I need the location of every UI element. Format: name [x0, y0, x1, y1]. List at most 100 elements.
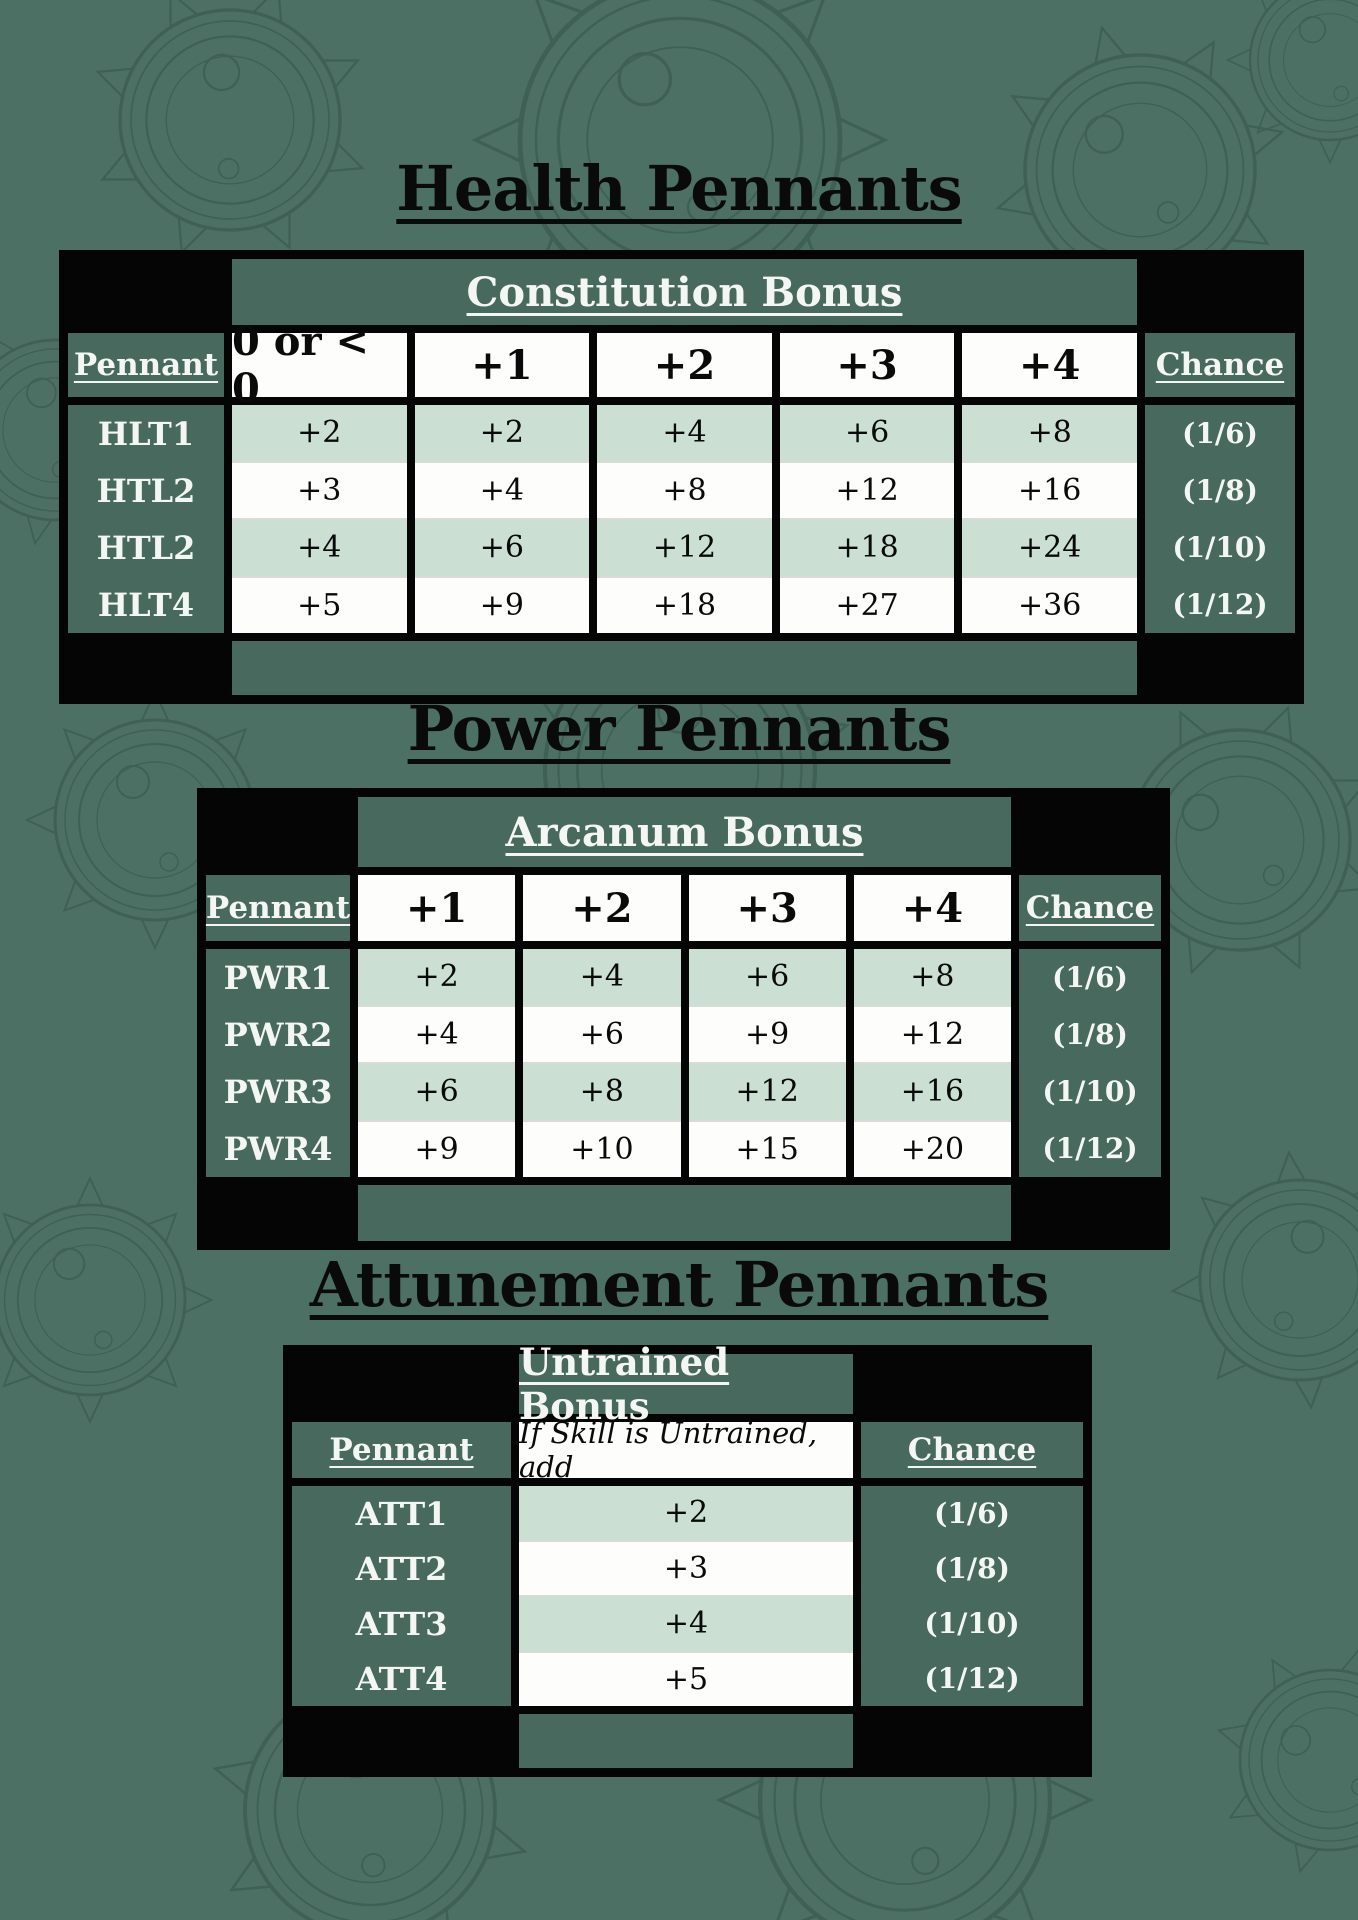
bonus-cell: +8: [962, 405, 1137, 461]
attunement-banner-row: Untrained Bonus: [292, 1340, 1083, 1428]
chance-column-header: Chance: [861, 1422, 1083, 1478]
health-banner-label: Constitution Bonus: [466, 268, 903, 316]
chance-value: (1/10): [1042, 1075, 1138, 1108]
footer-band: [232, 641, 1137, 695]
bonus-cell: +6: [358, 1062, 516, 1120]
power-banner-row: Arcanum Bonus: [206, 797, 1161, 867]
bonus-cell: +4: [519, 1595, 853, 1651]
attunement-banner-label: Untrained Bonus: [519, 1340, 730, 1428]
bonus-cell: +18: [779, 518, 955, 576]
chance-value: (1/8): [1182, 474, 1258, 507]
attunement-section-title: Attunement Pennants: [309, 1248, 1050, 1321]
chance-value: (1/12): [1172, 588, 1268, 621]
bonus-cell: +2: [414, 405, 590, 461]
power-header-row: Pennant +1 +2 +3 +4 Chance: [206, 875, 1161, 941]
bonus-cell: +5: [519, 1650, 853, 1706]
bonus-cell: +8: [523, 1062, 681, 1120]
health-banner-row: Constitution Bonus: [68, 259, 1295, 325]
bonus-cell: +12: [853, 1004, 1011, 1062]
attunement-pennants-table: Untrained Bonus Pennant If Skill is Untr…: [283, 1340, 1092, 1777]
health-header-row: Pennant 0 or < 0 +1 +2 +3 +4 Chance: [68, 318, 1295, 412]
bonus-cell: +12: [688, 1062, 846, 1120]
attunement-banner-cell: Untrained Bonus: [519, 1340, 853, 1428]
corner-cell: [861, 1714, 1083, 1768]
bonus-cell: +6: [688, 949, 846, 1005]
pennant-label-column: ATT1 ATT2 ATT3 ATT4: [292, 1486, 511, 1706]
bonus-column-header: +4: [853, 875, 1011, 941]
bonus-column-header: +4: [962, 333, 1137, 397]
bonus-cell: +6: [414, 518, 590, 576]
pennant-header-label: Pennant: [205, 890, 351, 926]
bonus-cell: +27: [779, 575, 955, 633]
bonus-cell: +3: [519, 1539, 853, 1595]
bonus-cell: +16: [853, 1062, 1011, 1120]
bonus-column-header: +2: [597, 333, 772, 397]
bonus-cell: +9: [688, 1004, 846, 1062]
chance-value-column: (1/6) (1/8) (1/10) (1/12): [1145, 405, 1295, 633]
corner-cell: [1019, 797, 1161, 867]
chance-value: (1/8): [1052, 1018, 1128, 1051]
bonus-column-header: +1: [414, 333, 590, 397]
bonus-cell: +8: [853, 949, 1011, 1005]
bonus-cell: +2: [232, 405, 407, 461]
pennant-column-header: Pennant: [206, 875, 350, 941]
corner-cell: [1145, 259, 1295, 325]
bonus-cell: +6: [779, 405, 955, 461]
bonus-column-header: 0 or < 0: [232, 318, 407, 412]
attunement-table-body: ATT1 ATT2 ATT3 ATT4 +2 +3 +4 +5 (1/6) (1…: [292, 1486, 1083, 1706]
pennant-label-column: PWR1 PWR2 PWR3 PWR4: [206, 949, 350, 1177]
attunement-footer-row: [292, 1714, 1083, 1768]
chance-value: (1/12): [924, 1662, 1020, 1695]
power-data-grid: +2 +4 +6 +8 +4 +6 +9 +12 +6 +8 +12 +16 +…: [358, 949, 1011, 1177]
bonus-cell: +9: [414, 575, 590, 633]
bonus-cell: +2: [519, 1486, 853, 1540]
chance-value: (1/8): [934, 1552, 1010, 1585]
bonus-cell: +18: [597, 575, 772, 633]
corner-cell: [68, 259, 224, 325]
health-banner-cell: Constitution Bonus: [232, 259, 1137, 325]
bonus-cell: +4: [414, 460, 590, 518]
bonus-cell: +36: [962, 575, 1137, 633]
bonus-cell: +6: [523, 1004, 681, 1062]
health-table-body: HLT1 HTL2 HTL2 HLT4 +2 +2 +4 +6 +8 +3 +4…: [68, 405, 1295, 633]
chance-header-label: Chance: [1155, 347, 1285, 383]
pennant-label: HLT4: [97, 585, 195, 624]
pennant-label: HTL2: [96, 471, 196, 510]
pennant-label-column: HLT1 HTL2 HTL2 HLT4: [68, 405, 224, 633]
bonus-cell: +3: [232, 460, 407, 518]
pennant-column-header: Pennant: [68, 333, 224, 397]
corner-cell: [292, 1354, 511, 1414]
health-pennants-table: Constitution Bonus Pennant 0 or < 0 +1 +…: [59, 250, 1304, 704]
chance-column-header: Chance: [1019, 875, 1161, 941]
pennant-label: ATT3: [355, 1604, 448, 1643]
health-section-title: Health Pennants: [396, 152, 962, 225]
power-pennants-table: Arcanum Bonus Pennant +1 +2 +3 +4 Chance…: [197, 788, 1170, 1250]
bonus-cell: +12: [597, 518, 772, 576]
pennant-label: PWR3: [223, 1072, 333, 1111]
bonus-cell: +16: [962, 460, 1137, 518]
pennant-header-label: Pennant: [73, 347, 219, 383]
bonus-cell: +24: [962, 518, 1137, 576]
bonus-cell: +5: [232, 575, 407, 633]
bonus-cell: +9: [358, 1119, 516, 1177]
chance-header-label: Chance: [1025, 890, 1155, 926]
pennant-label: ATT4: [355, 1659, 448, 1698]
power-section-title: Power Pennants: [407, 692, 952, 765]
bonus-cell: +10: [523, 1119, 681, 1177]
bonus-cell: +8: [597, 460, 772, 518]
power-banner-cell: Arcanum Bonus: [358, 797, 1011, 867]
chance-value: (1/10): [924, 1607, 1020, 1640]
attunement-data-grid: +2 +3 +4 +5: [519, 1486, 853, 1706]
corner-cell: [68, 641, 224, 695]
pennant-label: HTL2: [96, 528, 196, 567]
pennant-label: PWR4: [223, 1129, 333, 1168]
health-data-grid: +2 +2 +4 +6 +8 +3 +4 +8 +12 +16 +4 +6 +1…: [232, 405, 1137, 633]
pennant-label: ATT2: [355, 1549, 448, 1588]
pennant-column-header: Pennant: [292, 1422, 511, 1478]
corner-cell: [206, 797, 350, 867]
bonus-cell: +12: [779, 460, 955, 518]
attunement-header-row: Pennant If Skill is Untrained, add Chanc…: [292, 1416, 1083, 1484]
bonus-cell: +15: [688, 1119, 846, 1177]
bonus-cell: +4: [523, 949, 681, 1005]
bonus-column-header: +2: [523, 875, 681, 941]
